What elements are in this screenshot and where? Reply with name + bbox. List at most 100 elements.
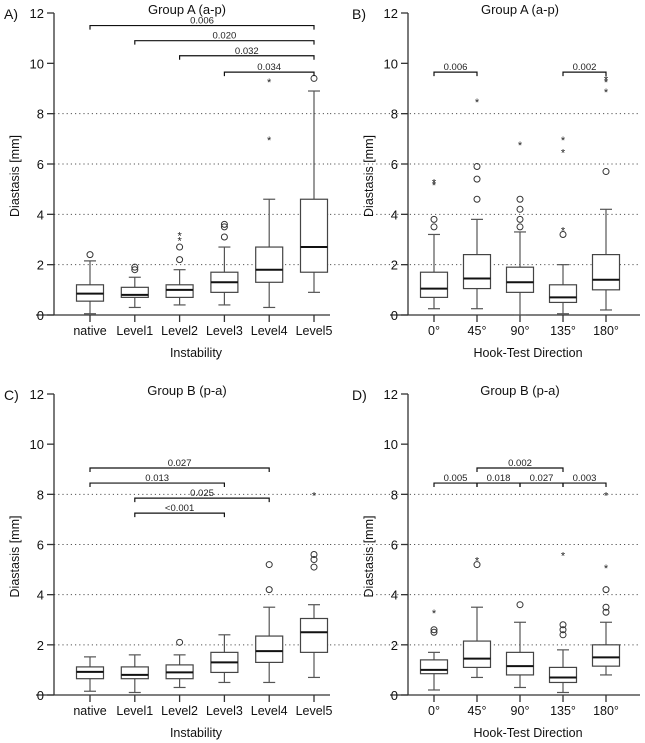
box-2: * (505, 140, 535, 316)
outlier-circle (602, 603, 610, 611)
y-axis-title: Diastasis [mm] (8, 516, 22, 598)
x-tick-label: 45° (468, 324, 487, 338)
x-axis-title: Instability (170, 726, 223, 740)
p-value-label: 0.002 (508, 458, 532, 469)
outlier-circle (516, 601, 524, 609)
y-tick-label: 8 (37, 107, 44, 122)
p-value-label: 0.006 (190, 16, 214, 27)
box-0: * (419, 608, 449, 691)
x-tick-label: Level4 (251, 324, 288, 338)
box-3: *** (548, 135, 578, 315)
box-iqr (255, 635, 284, 663)
outlier-circle (602, 586, 610, 594)
significance-bracket: 0.034 (223, 62, 315, 77)
box-5 (299, 74, 329, 293)
bracket-line (476, 467, 564, 472)
bracket-line (179, 55, 315, 60)
outlier-circle (473, 195, 481, 203)
box-iqr (419, 271, 449, 298)
x-axis-title: Hook-Test Direction (473, 726, 582, 740)
outlier-star: * (475, 97, 480, 109)
outlier-circle (602, 168, 610, 176)
box-iqr (548, 666, 578, 684)
outlier-circle (265, 561, 273, 569)
outlier-circle (220, 220, 228, 228)
x-tick-label: Level5 (296, 704, 333, 718)
y-tick-label: 2 (37, 258, 44, 273)
box-iqr (120, 286, 149, 298)
outlier-circle (430, 628, 438, 636)
bracket-line (89, 482, 225, 488)
outlier-circle (473, 561, 481, 569)
outlier-star: * (432, 608, 437, 620)
y-tick-label: 12 (384, 6, 398, 21)
outlier-circle (265, 586, 273, 594)
box-iqr (548, 284, 578, 304)
significance-bracket: 0.018 (476, 473, 521, 488)
box-iqr (505, 266, 535, 293)
panel-label: C) (4, 387, 19, 403)
panel-a: 0 2 4 6 8 10 12 A) Group A (a-p) Diastasis [mm] In… (4, 2, 332, 360)
y-tick-label: 8 (391, 487, 398, 502)
p-value-label: 0.002 (573, 62, 597, 73)
x-tick-label: 0° (428, 324, 440, 338)
y-tick-label: 10 (384, 437, 398, 452)
outlier-circle (430, 215, 438, 223)
box-iqr (591, 644, 621, 667)
outlier-star: * (177, 230, 182, 242)
outlier-star: * (561, 135, 566, 147)
box-2 (165, 638, 194, 689)
x-tick-label: 135° (550, 704, 576, 718)
outlier-circle (473, 175, 481, 183)
significance-bracket: 0.020 (134, 31, 315, 45)
p-value-label: 0.018 (487, 473, 511, 484)
box-0 (75, 251, 105, 315)
outlier-circle (559, 621, 567, 629)
y-tick-label: 6 (391, 157, 398, 172)
significance-bracket: 0.006 (89, 16, 315, 30)
p-value-label: 0.034 (257, 62, 281, 73)
p-value-label: <0.001 (165, 503, 194, 514)
x-tick-label: Level2 (161, 324, 198, 338)
outlier-star: * (604, 87, 609, 99)
box-iqr (255, 246, 284, 283)
outlier-star: * (267, 77, 272, 89)
box-3 (210, 220, 239, 306)
x-tick-label: 180° (593, 324, 619, 338)
y-tick-label: 6 (37, 157, 44, 172)
box-1: * (462, 556, 492, 679)
outlier-circle (602, 608, 610, 616)
y-tick-label: 10 (30, 437, 44, 452)
chart-title: Group B (p-a) (480, 383, 559, 398)
outlier-star: * (604, 490, 609, 502)
box-2 (505, 601, 535, 689)
outlier-star: * (432, 178, 437, 190)
box-0: ** (419, 178, 449, 310)
outlier-star: * (561, 551, 566, 563)
outlier-circle (516, 215, 524, 223)
panel-label: D) (352, 387, 367, 403)
panel-label: B) (352, 6, 366, 22)
y-axis-title: Diastasis [mm] (362, 516, 376, 598)
y-tick-label: 4 (391, 588, 398, 603)
outlier-circle (131, 266, 139, 274)
outlier-star: * (312, 490, 317, 502)
significance-bracket: 0.002 (476, 458, 564, 472)
p-value-label: 0.003 (573, 473, 597, 484)
outlier-circle (131, 263, 139, 271)
y-tick-label: 6 (391, 538, 398, 553)
x-tick-label: 0° (428, 704, 440, 718)
outlier-circle (516, 223, 524, 231)
box-iqr (299, 617, 329, 653)
box-1 (120, 263, 149, 309)
y-tick-label: 10 (30, 56, 44, 71)
outlier-star: * (561, 147, 566, 159)
y-tick-label: 0 (391, 308, 398, 323)
significance-bracket: 0.013 (89, 473, 225, 488)
outlier-circle (176, 638, 184, 646)
x-tick-label: native (73, 324, 106, 338)
outlier-circle (176, 243, 184, 251)
outlier-circle (516, 205, 524, 213)
outlier-circle (176, 256, 184, 264)
box-4: ** (591, 490, 621, 676)
